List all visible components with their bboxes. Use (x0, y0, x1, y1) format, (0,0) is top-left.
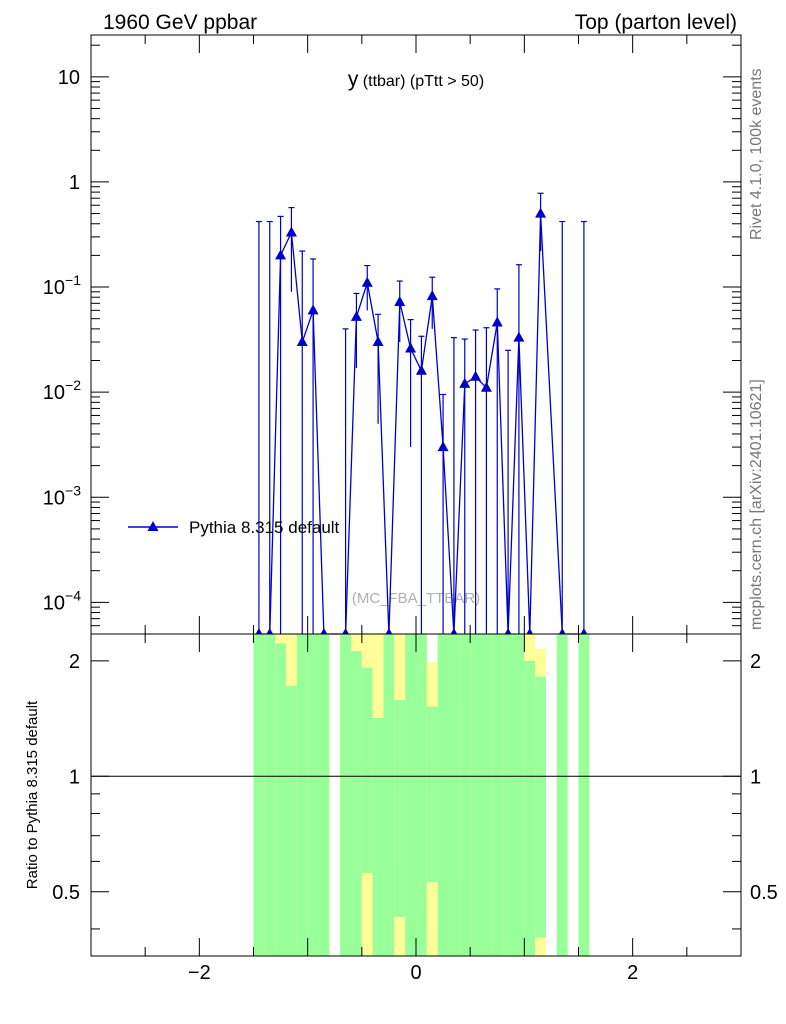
mcplots-label: mcplots.cern.ch [arXiv:2401.10621] (748, 379, 765, 630)
ratio-band-inner (264, 634, 276, 956)
x-tick-label: 2 (627, 962, 638, 984)
data-point (437, 441, 449, 452)
ratio-band-inner (394, 700, 406, 917)
ratio-y-tick-label: 0.5 (52, 882, 80, 904)
main-y-tick-label: 10−2 (43, 377, 81, 404)
data-point (535, 207, 547, 218)
ratio-frame (90, 633, 742, 957)
main-y-tick-label: 10−3 (43, 482, 81, 509)
legend-triangle-marker (147, 521, 159, 531)
data-point (415, 364, 427, 375)
ratio-band-inner (361, 667, 373, 873)
ratio-band-inner (513, 634, 525, 956)
ratio-y-tick-labels: 0.5 0.5 1 1 2 2 (52, 651, 778, 904)
ratio-band-inner (437, 634, 449, 956)
header-right: Top (parton level) (575, 11, 737, 34)
main-panel: 10 1 10−1 10−2 10−3 10−4 (MC_FBA_TTBAR) y (tt… (43, 34, 742, 638)
ratio-y-tick-label-right: 0.5 (750, 882, 778, 904)
main-y-tick-label: 1 (69, 172, 80, 194)
ratio-band-inner (578, 634, 590, 956)
ratio-bands (253, 634, 590, 956)
ratio-band-inner (340, 634, 351, 956)
ratio-band-inner (286, 685, 297, 956)
main-y-tick-labels: 10 1 10−1 10−2 10−3 10−4 (43, 67, 81, 615)
ratio-band-inner (426, 706, 438, 883)
main-y-tick-label: 10 (58, 67, 80, 89)
ratio-y-tick-label-right: 2 (750, 651, 761, 673)
data-point (470, 370, 482, 381)
data-point (350, 310, 362, 321)
ratio-band-inner (405, 634, 416, 956)
data-point (394, 296, 406, 307)
ratio-y-tick-label: 1 (69, 766, 80, 788)
ratio-panel: 0.5 0.5 1 1 2 2 −2 0 2 Ratio to Pythia 8.315 de… (24, 633, 778, 984)
data-point (491, 316, 503, 327)
ratio-band-inner (459, 634, 471, 956)
data-point (480, 381, 492, 392)
x-tick-label: −2 (188, 962, 211, 984)
ratio-band-inner (481, 634, 492, 956)
ratio-band-inner (470, 634, 481, 956)
ratio-band-inner (416, 634, 427, 956)
data-point (285, 226, 297, 237)
main-y-tick-label: 10−4 (43, 587, 81, 614)
legend-label: Pythia 8.315 default (189, 518, 340, 537)
data-point (361, 276, 373, 287)
data-point (307, 304, 319, 315)
main-frame (90, 34, 742, 635)
ratio-y-tick-label-right: 1 (750, 766, 761, 788)
data-point (426, 290, 438, 301)
ratio-band-inner (502, 634, 514, 956)
ratio-band-inner (448, 634, 460, 956)
x-tick-label: 0 (410, 962, 421, 984)
series-errorbars (255, 192, 587, 634)
data-point (513, 331, 525, 342)
watermark: (MC_FBA_TTBAR) (352, 590, 480, 607)
ratio-band-inner (253, 634, 265, 956)
main-y-tick-label: 10−1 (43, 272, 81, 299)
rivet-label: Rivet 4.1.0, 100k events (748, 68, 765, 240)
header-left: 1960 GeV ppbar (103, 11, 257, 34)
ratio-band-inner (296, 634, 308, 956)
ratio-band-inner (372, 717, 384, 956)
ratio-band-inner (535, 676, 546, 938)
data-point (372, 335, 384, 346)
data-point (405, 342, 417, 353)
series-line (258, 213, 584, 635)
data-point (459, 377, 471, 388)
ratio-y-tick-label: 2 (69, 651, 80, 673)
plot-title: y (ttbar) (pTtt > 50) (348, 68, 484, 91)
main-grid-ticks (90, 35, 742, 635)
ratio-band-inner (307, 634, 319, 956)
data-point (275, 249, 287, 260)
ratio-band-inner (275, 643, 286, 956)
legend: Pythia 8.315 default (128, 518, 340, 537)
ratio-band-inner (318, 634, 330, 956)
ratio-band-inner (351, 651, 362, 956)
ratio-ylabel: Ratio to Pythia 8.315 default (24, 700, 41, 889)
ratio-band-inner (556, 634, 568, 956)
ratio-band-inner (383, 634, 395, 956)
data-point (296, 335, 308, 346)
plot-title-main: y (348, 68, 359, 91)
ratio-band-inner (524, 660, 536, 956)
ratio-band-inner (491, 634, 503, 956)
plot-title-sub: (ttbar) (pTtt > 50) (358, 73, 484, 90)
x-tick-labels: −2 0 2 (188, 962, 638, 984)
